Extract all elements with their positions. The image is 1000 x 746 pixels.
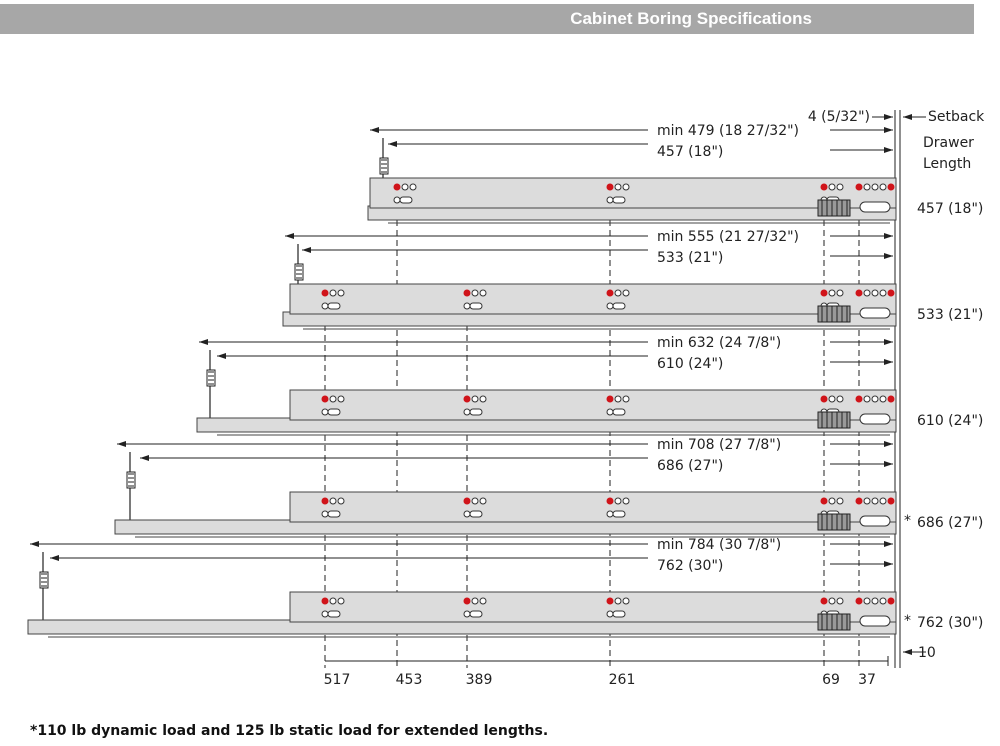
boring-hole <box>820 395 828 403</box>
boring-hole <box>463 395 471 403</box>
bottom-dim-label: 261 <box>609 672 636 688</box>
drawer-length-value: 457 (18") <box>917 201 983 217</box>
drawer-length-value: 762 (30") <box>917 615 983 631</box>
bottom-dim-label: 453 <box>396 672 423 688</box>
boring-hole <box>321 497 329 505</box>
boring-hole <box>463 597 471 605</box>
boring-hole <box>606 183 614 191</box>
header-bar: Cabinet Boring Specifications <box>0 4 974 34</box>
page-title: Cabinet Boring Specifications <box>570 9 812 28</box>
boring-hole <box>606 395 614 403</box>
footnote: *110 lb dynamic load and 125 lb static l… <box>30 723 549 739</box>
boring-hole <box>820 597 828 605</box>
boring-hole <box>393 183 401 191</box>
nominal-depth: 762 (30") <box>657 558 723 574</box>
boring-hole <box>820 183 828 191</box>
length-label: Length <box>923 156 971 172</box>
drawer-length-value: 686 (27") <box>917 515 983 531</box>
bottom-dim-label: 389 <box>466 672 493 688</box>
footnote-star: * <box>904 613 911 629</box>
drawer-length-value: 533 (21") <box>917 307 983 323</box>
boring-hole <box>463 289 471 297</box>
bottom-dim-label: 517 <box>324 672 351 688</box>
bottom-dim-label: 69 <box>822 672 840 688</box>
min-cabinet-depth: min 555 (21 27/32") <box>657 229 799 245</box>
min-cabinet-depth: min 479 (18 27/32") <box>657 123 799 139</box>
boring-hole <box>606 497 614 505</box>
boring-hole <box>321 597 329 605</box>
bottom-dim-label: 37 <box>858 672 876 688</box>
boring-hole <box>606 289 614 297</box>
setback-value: 4 (5/32") <box>808 109 870 125</box>
drawer-row: min 479 (18 27/32") 457 (18") 457 (18") <box>367 123 983 224</box>
min-cabinet-depth: min 632 (24 7/8") <box>657 335 781 351</box>
boring-hole <box>463 497 471 505</box>
drawer-row: min 555 (21 27/32") 533 (21") 533 (21") <box>282 229 983 330</box>
nominal-depth: 457 (18") <box>657 144 723 160</box>
boring-hole <box>820 497 828 505</box>
boring-hole <box>820 289 828 297</box>
drawer-row: min 784 (30 7/8") 762 (30") 762 (30") * <box>27 537 983 638</box>
boring-hole <box>321 395 329 403</box>
boring-hole <box>606 597 614 605</box>
min-cabinet-depth: min 708 (27 7/8") <box>657 437 781 453</box>
bottom-offset-label: 10 <box>918 645 936 661</box>
setback-label: Setback <box>928 109 985 125</box>
min-cabinet-depth: min 784 (30 7/8") <box>657 537 781 553</box>
nominal-depth: 686 (27") <box>657 458 723 474</box>
drawer-row: min 708 (27 7/8") 686 (27") 686 (27") * <box>114 437 983 538</box>
drawer-label: Drawer <box>923 135 974 151</box>
nominal-depth: 533 (21") <box>657 250 723 266</box>
nominal-depth: 610 (24") <box>657 356 723 372</box>
footnote-star: * <box>904 513 911 529</box>
drawer-length-value: 610 (24") <box>917 413 983 429</box>
boring-hole <box>321 289 329 297</box>
drawer-row: min 632 (24 7/8") 610 (24") 610 (24") <box>196 335 983 436</box>
